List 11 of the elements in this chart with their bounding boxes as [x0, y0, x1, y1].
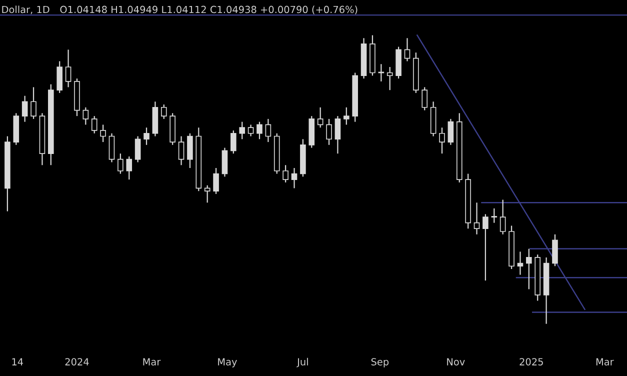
- x-tick-label: Nov: [447, 358, 465, 366]
- chart-title: Dollar, 1D: [2, 6, 50, 14]
- x-tick-label: Mar: [596, 358, 614, 366]
- x-tick-label: May: [218, 358, 237, 368]
- chart-subtitle: O1.04148 H1.04949 L1.04112 C1.04938 +0.00790 (+0.76%): [60, 6, 358, 14]
- x-tick-label: 2025: [520, 358, 543, 366]
- x-tick-label: Sep: [371, 358, 389, 368]
- x-tick-label: Mar: [143, 358, 161, 366]
- x-tick-label: 14: [12, 358, 24, 366]
- x-tick-label: Jul: [296, 358, 308, 368]
- x-tick-label: 2024: [65, 358, 89, 366]
